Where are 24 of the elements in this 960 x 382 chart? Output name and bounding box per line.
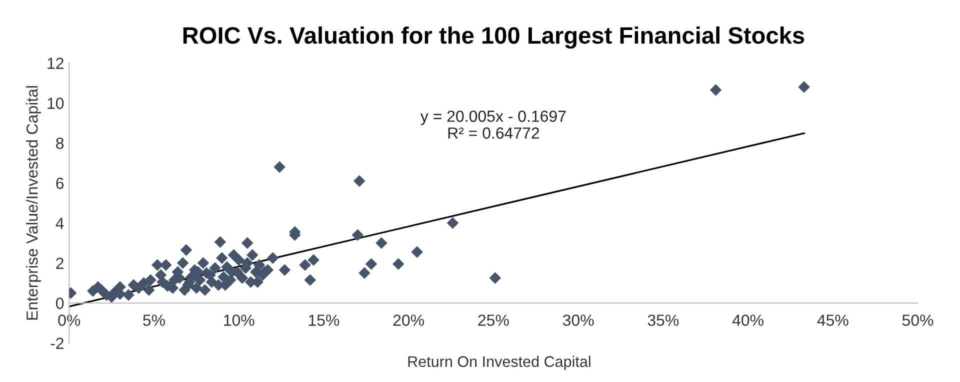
- y-tick-label: 2: [56, 258, 64, 269]
- x-axis-title: Return On Invested Capital: [408, 356, 590, 370]
- x-tick-label: 20%: [393, 314, 424, 326]
- x-tick-label: 5%: [143, 314, 165, 326]
- y-tick-label: -2: [50, 338, 64, 349]
- x-tick-label: 35%: [648, 314, 679, 326]
- y-tick-label: 10: [48, 98, 64, 109]
- y-tick-label: 12: [48, 58, 64, 69]
- y-tick-label: 4: [56, 218, 64, 229]
- x-tick-label: 25%: [478, 314, 509, 326]
- annotation: R² = 0.64772: [448, 127, 540, 139]
- x-tick-label: 0%: [58, 314, 80, 326]
- x-tick-label: 30%: [562, 314, 594, 326]
- y-tick-label: 8: [56, 138, 64, 149]
- x-tick-label: 10%: [224, 314, 254, 326]
- chart-title: ROIC Vs. Valuation for the 100 Largest Financial Stocks: [183, 26, 804, 49]
- x-tick-label: 50%: [902, 314, 934, 326]
- x-tick-label: 40%: [732, 314, 764, 326]
- x-tick-label: 45%: [817, 314, 848, 326]
- x-tick-label: 15%: [308, 314, 340, 326]
- y-axis-title: Enterprise Value/Invested Capital: [26, 86, 41, 320]
- y-tick-label: 6: [56, 178, 64, 189]
- y-tick-label: 0: [56, 298, 64, 309]
- annotation: y = 20.005x - 0.1697: [420, 110, 566, 126]
